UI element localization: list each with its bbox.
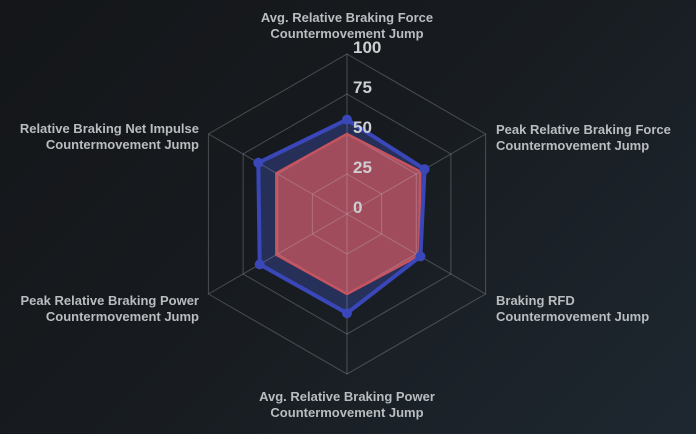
grid-spoke bbox=[208, 213, 348, 295]
series-fill-red bbox=[276, 134, 421, 294]
radial-tick-50: 50 bbox=[353, 118, 372, 137]
radial-tick-100: 100 bbox=[353, 38, 382, 57]
grid-ring-100 bbox=[207, 53, 487, 375]
axis-label-line: Peak Relative Braking Force bbox=[496, 122, 671, 137]
axis-label-line: Countermovement Jump bbox=[496, 309, 650, 324]
axis-label-line: Braking RFD bbox=[496, 293, 575, 308]
axis-label-line: Countermovement Jump bbox=[45, 137, 199, 152]
axis-label-avg-relative-braking-power: Avg. Relative Braking Power Countermovem… bbox=[259, 389, 435, 421]
axis-label-braking-rfd: Braking RFD Countermovement Jump bbox=[496, 293, 649, 325]
grid-ring-75 bbox=[242, 93, 452, 335]
axis-label-avg-relative-braking-force: Avg. Relative Braking Force Countermovem… bbox=[261, 10, 433, 42]
grid-spoke bbox=[208, 133, 348, 215]
axis-label-peak-relative-braking-power: Peak Relative Braking Power Countermovem… bbox=[21, 293, 199, 325]
grid-ring-25 bbox=[311, 173, 383, 255]
axis-label-line: Countermovement Jump bbox=[496, 138, 650, 153]
vertex-dot-blue bbox=[415, 251, 426, 262]
axis-label-peak-relative-braking-force: Peak Relative Braking Force Countermovem… bbox=[496, 122, 671, 154]
axis-label-line: Countermovement Jump bbox=[270, 26, 424, 41]
radial-tick-25: 25 bbox=[353, 158, 372, 177]
axis-label-line: Avg. Relative Braking Force bbox=[260, 10, 434, 25]
axis-label-relative-braking-net-impulse: Relative Braking Net Impulse Countermove… bbox=[20, 121, 199, 153]
axis-label-line: Peak Relative Braking Power bbox=[20, 293, 199, 308]
vertex-dot-blue bbox=[253, 157, 264, 168]
axis-label-line: Countermovement Jump bbox=[270, 405, 424, 420]
vertex-dot-blue bbox=[342, 114, 352, 125]
vertex-dot-blue bbox=[342, 308, 352, 319]
grid-spoke bbox=[346, 133, 486, 215]
axis-label-line: Avg. Relative Braking Power bbox=[259, 389, 435, 404]
radial-tick-0: 0 bbox=[353, 198, 363, 217]
axis-label-line: Countermovement Jump bbox=[45, 309, 199, 324]
radial-tick-75: 75 bbox=[353, 78, 372, 97]
axis-label-line: Relative Braking Net Impulse bbox=[19, 121, 199, 136]
vertex-dot-blue bbox=[419, 164, 430, 175]
vertex-dot-blue bbox=[254, 259, 265, 270]
